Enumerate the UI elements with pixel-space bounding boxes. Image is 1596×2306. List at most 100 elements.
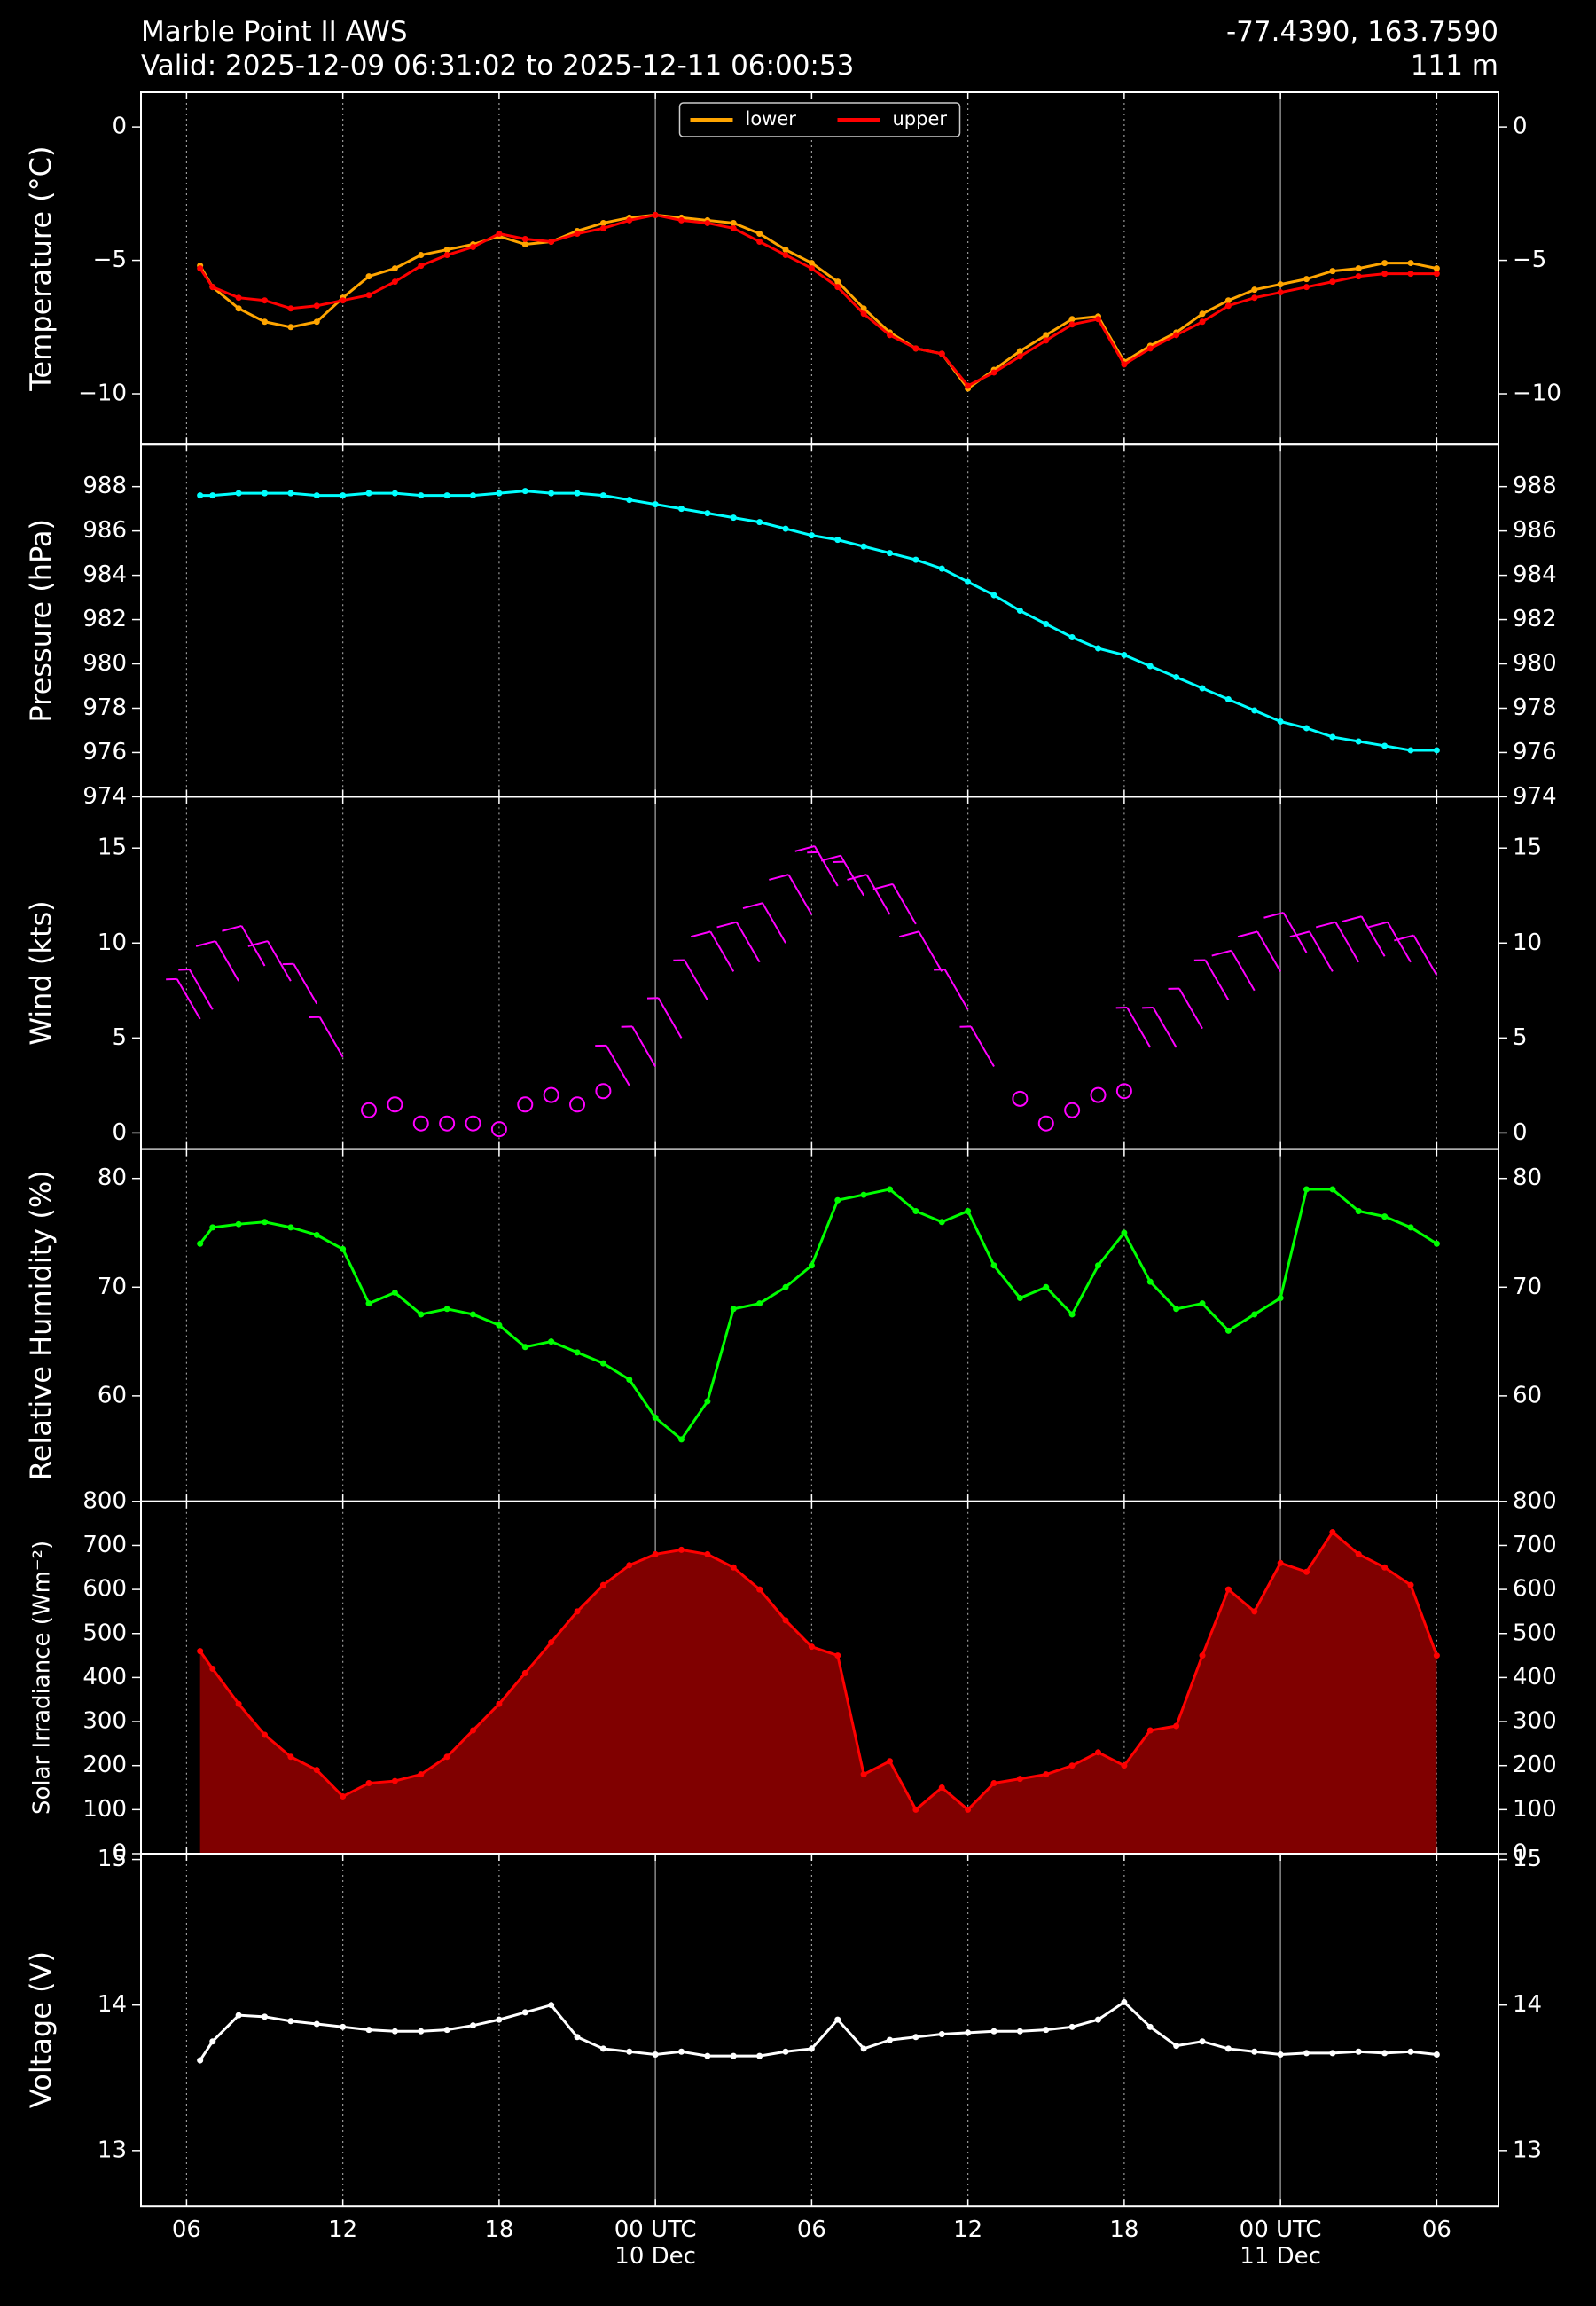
barb-flag [820, 854, 841, 862]
data-point [1251, 286, 1258, 294]
data-point [1329, 2050, 1336, 2057]
wind-barb [1142, 1007, 1177, 1048]
data-point [1433, 271, 1440, 278]
data-point [1355, 1550, 1362, 1557]
data-point [678, 2048, 685, 2055]
data-point [938, 350, 945, 357]
data-point [209, 284, 216, 291]
data-point [287, 490, 294, 497]
data-point [808, 532, 815, 539]
data-point [1303, 276, 1310, 283]
data-point [574, 1608, 581, 1615]
data-point [521, 1344, 528, 1351]
data-point [756, 2052, 763, 2059]
axes-frame [140, 1148, 1499, 1502]
calm-marker [439, 1115, 456, 1132]
plot-area [197, 1186, 1440, 1443]
data-point [808, 2045, 815, 2052]
y-tick-label: 700 [82, 1532, 127, 1558]
y-tick-label: 974 [1513, 783, 1557, 810]
wind-barb [195, 940, 240, 982]
y-tick-label: 986 [1513, 517, 1557, 544]
data-point [704, 510, 711, 517]
data-point [521, 488, 528, 495]
data-point [808, 1262, 815, 1269]
data-point [418, 1771, 425, 1778]
data-point [965, 578, 972, 585]
data-point [1121, 1998, 1128, 2005]
data-point [1016, 348, 1023, 355]
data-point [730, 1306, 737, 1313]
data-point [1251, 1311, 1258, 1318]
data-line [199, 213, 1437, 388]
data-point [860, 310, 867, 318]
data-point [391, 490, 398, 497]
data-point [1251, 2048, 1258, 2055]
y-tick-label: 600 [1513, 1576, 1557, 1603]
y-axis-label: Relative Humidity (%) [24, 1170, 58, 1480]
barb-flag [847, 874, 867, 881]
barb-flag [247, 940, 269, 947]
data-point [887, 550, 894, 557]
barb-staff [605, 1045, 630, 1086]
barb-flag [769, 874, 789, 881]
data-point [235, 294, 242, 302]
y-tick-label: 10 [98, 929, 127, 956]
data-point [782, 1283, 789, 1290]
y-tick-label: 100 [82, 1796, 127, 1823]
y-tick-label: 0 [1513, 114, 1528, 140]
elevation: 111 m [1410, 50, 1498, 82]
data-point [235, 305, 242, 312]
data-point [1381, 271, 1389, 278]
y-tick-label: 600 [82, 1576, 127, 1603]
data-point [287, 324, 294, 331]
barb-staff [762, 902, 786, 944]
data-point [860, 543, 867, 550]
data-point [340, 2023, 347, 2030]
data-point [1277, 281, 1284, 288]
data-point [496, 2016, 503, 2023]
data-point [262, 490, 269, 497]
data-point [391, 265, 398, 272]
y-tick-label: 500 [82, 1620, 127, 1646]
data-point [287, 1224, 294, 1231]
data-point [365, 1300, 372, 1307]
data-point [1121, 1229, 1128, 1236]
data-point [1146, 2023, 1154, 2030]
y-tick-label: 974 [82, 783, 127, 810]
data-point [730, 2052, 737, 2059]
barb-staff [970, 1025, 995, 1067]
y-tick-label: 200 [1513, 1752, 1557, 1778]
data-point [1199, 685, 1206, 692]
barb-staff [631, 1025, 657, 1067]
data-point [965, 382, 972, 389]
calm-marker [543, 1086, 559, 1103]
data-point [860, 1191, 867, 1198]
legend-label: upper [893, 108, 948, 129]
data-point [313, 1767, 320, 1774]
barb-flag [1237, 930, 1258, 938]
data-point [965, 1207, 972, 1214]
data-point [1173, 1306, 1180, 1313]
data-point [521, 2009, 528, 2016]
data-point [912, 2034, 919, 2041]
plot-area [197, 211, 1440, 392]
data-point [730, 224, 737, 231]
data-point [1173, 332, 1180, 339]
y-axis-label: Voltage (V) [24, 1951, 58, 2108]
y-tick-label: 80 [98, 1165, 127, 1191]
data-point [860, 2045, 867, 2052]
data-point [496, 490, 503, 497]
y-tick-label: 13 [98, 2137, 127, 2163]
y-tick-label: −5 [93, 247, 127, 273]
data-point [1329, 1529, 1336, 1536]
barb-staff [293, 963, 318, 1005]
data-point [1068, 1762, 1076, 1769]
y-tick-label: −5 [1513, 247, 1546, 273]
data-point [704, 2052, 711, 2059]
barb-staff [1334, 922, 1360, 963]
data-point [1146, 1727, 1154, 1734]
legend-box [678, 102, 961, 137]
data-point [834, 1652, 841, 1659]
data-point [599, 2045, 606, 2052]
